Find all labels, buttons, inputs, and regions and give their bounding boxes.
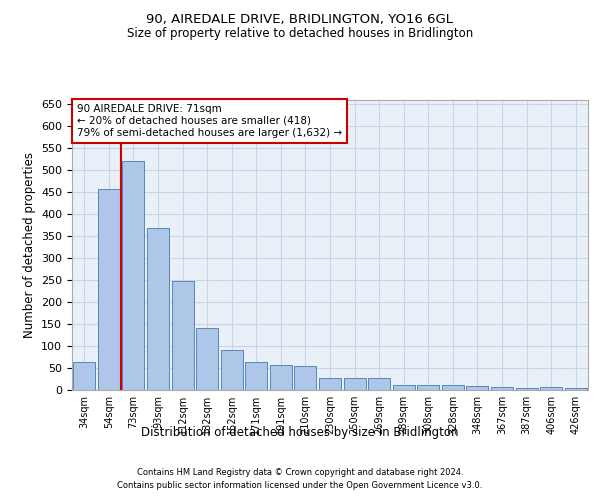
Bar [392,384,415,390]
Bar [565,388,587,390]
Bar [368,378,390,390]
Text: 90 AIREDALE DRIVE: 71sqm
← 20% of detached houses are smaller (418)
79% of semi-: 90 AIREDALE DRIVE: 71sqm ← 20% of detach… [77,104,342,138]
Bar [417,384,439,390]
Text: 90, AIREDALE DRIVE, BRIDLINGTON, YO16 6GL: 90, AIREDALE DRIVE, BRIDLINGTON, YO16 6G… [146,12,454,26]
Bar [295,366,316,390]
Bar [319,378,341,390]
Bar [270,365,292,390]
Bar [221,350,243,390]
Bar [466,386,488,390]
Bar [540,387,562,390]
Bar [172,280,194,390]
Bar [245,362,268,390]
Bar [442,384,464,390]
Bar [98,189,120,390]
Bar [147,228,169,390]
Bar [515,388,538,390]
Y-axis label: Number of detached properties: Number of detached properties [23,152,35,338]
Bar [491,387,513,390]
Bar [344,378,365,390]
Bar [122,161,145,390]
Bar [73,362,95,390]
Text: Contains HM Land Registry data © Crown copyright and database right 2024.: Contains HM Land Registry data © Crown c… [137,468,463,477]
Text: Distribution of detached houses by size in Bridlington: Distribution of detached houses by size … [141,426,459,439]
Bar [196,328,218,390]
Text: Size of property relative to detached houses in Bridlington: Size of property relative to detached ho… [127,28,473,40]
Text: Contains public sector information licensed under the Open Government Licence v3: Contains public sector information licen… [118,482,482,490]
